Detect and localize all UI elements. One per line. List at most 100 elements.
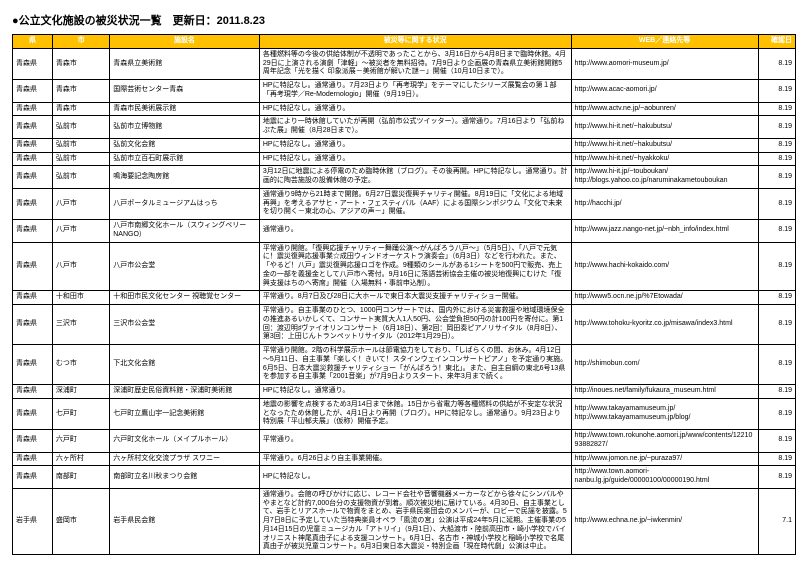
cell-status: 地震の影響を点検するため3月14日まで休館。15日から省電力等各種燃料の供給が不… xyxy=(259,398,571,429)
cell-pref: 青森県 xyxy=(13,385,53,399)
col-header-pref: 県 xyxy=(13,35,53,49)
cell-city: むつ市 xyxy=(52,345,109,385)
cell-pref: 青森県 xyxy=(13,430,53,453)
cell-city: 八戸市 xyxy=(52,188,109,219)
cell-status: 平常通り。自主事業のひとつ、1000円コンサートでは、国内外における災害救援や地… xyxy=(259,305,571,345)
cell-pref: 青森県 xyxy=(13,291,53,305)
cell-facility: 六戸町文化ホール（メイプルホール） xyxy=(110,430,260,453)
cell-date: 8.19 xyxy=(758,291,795,305)
col-header-url: WEB／連絡先等 xyxy=(571,35,758,49)
table-row: 青森県むつ市下北文化会館平常通り開館。2階の科学展示ホールは節電協力をしており、… xyxy=(13,345,796,385)
cell-city: 青森市 xyxy=(52,102,109,116)
cell-url: http://shimobun.com/ xyxy=(571,345,758,385)
table-row: 青森県八戸市八戸市公会堂平常通り開館。「復興応援チャリティー舞踊公演～がんばろう… xyxy=(13,242,796,291)
document-title: ●公立文化施設の被災状況一覧 更新日：2011.8.23 xyxy=(12,12,796,28)
table-row: 青森県青森市青森市民美術展示館HPに特記なし。通常通り。http://www.a… xyxy=(13,102,796,116)
cell-status: 平常通り開館。「復興応援チャリティー舞踊公演～がんばろう八戸～」（5月5日）、「… xyxy=(259,242,571,291)
cell-city: 深浦町 xyxy=(52,385,109,399)
cell-facility: 弘前文化会館 xyxy=(110,138,260,152)
cell-pref: 青森県 xyxy=(13,305,53,345)
cell-url: http://www5.ocn.ne.jp/%7Etowada/ xyxy=(571,291,758,305)
cell-date: 8.19 xyxy=(758,385,795,399)
table-row: 岩手県盛岡市岩手県民会館通常通り。会館の呼びかけに応じ、レコード会社や音響機器メ… xyxy=(13,488,796,554)
cell-city: 盛岡市 xyxy=(52,488,109,554)
cell-city: 三沢市 xyxy=(52,305,109,345)
cell-status: 地震により一時休館していたが再開（弘前市公式ツイッター）。通常通り。7月16日よ… xyxy=(259,116,571,139)
cell-city: 弘前市 xyxy=(52,116,109,139)
table-row: 青森県三沢市三沢市公会堂平常通り。自主事業のひとつ、1000円コンサートでは、国… xyxy=(13,305,796,345)
cell-date: 8.19 xyxy=(758,152,795,166)
cell-pref: 青森県 xyxy=(13,345,53,385)
cell-city: 六戸町 xyxy=(52,430,109,453)
cell-city: 弘前市 xyxy=(52,166,109,189)
cell-date: 8.19 xyxy=(758,452,795,466)
table-row: 青森県南部町南部町立名川秋まつり会館HPに特記なし。http://www.tow… xyxy=(13,466,796,489)
cell-facility: 弘前市立百石町展示館 xyxy=(110,152,260,166)
cell-date: 8.19 xyxy=(758,220,795,243)
cell-url: http://www.town.rokunohe.aomori.jp/www/c… xyxy=(571,430,758,453)
cell-url: http://www.town.aomori-nanbu.lg.jp/guide… xyxy=(571,466,758,489)
cell-pref: 青森県 xyxy=(13,152,53,166)
cell-city: 青森市 xyxy=(52,80,109,103)
cell-city: 南部町 xyxy=(52,466,109,489)
cell-date: 8.19 xyxy=(758,102,795,116)
cell-date: 8.19 xyxy=(758,48,795,79)
cell-url: http://inoues.net/family/fukaura_museum.… xyxy=(571,385,758,399)
cell-url: http://www.hi-it.net/~hyakkoku/ xyxy=(571,152,758,166)
cell-status: 通常通り。会館の呼びかけに応じ、レコード会社や音響機器メーカーなどから徐々にシン… xyxy=(259,488,571,554)
table-row: 青森県六ヶ所村六ヶ所村文化交流プラザ スワニー平常通り。6月26日より自主事業開… xyxy=(13,452,796,466)
table-row: 青森県弘前市弘前市立百石町展示館HPに特記なし。通常通り。http://www.… xyxy=(13,152,796,166)
table-row: 青森県八戸市八戸ポータルミュージアムはっち通常通り9時から21時まで開館。6月2… xyxy=(13,188,796,219)
cell-pref: 青森県 xyxy=(13,102,53,116)
cell-facility: 七戸町立鷹山宇一記念美術館 xyxy=(110,398,260,429)
cell-status: 通常通り9時から21時まで開館。6月27日震災復興チャリティ開催。8月19日に「… xyxy=(259,188,571,219)
cell-status: HPに特記なし。通常通り。 xyxy=(259,102,571,116)
cell-url: http://www.actv.ne.jp/~aobunren/ xyxy=(571,102,758,116)
cell-date: 7.1 xyxy=(758,488,795,554)
cell-pref: 青森県 xyxy=(13,452,53,466)
cell-pref: 岩手県 xyxy=(13,488,53,554)
cell-date: 8.19 xyxy=(758,305,795,345)
table-row: 青森県八戸市八戸市南郷文化ホール（スウィングベリーNANGO）通常通り。http… xyxy=(13,220,796,243)
cell-status: 平常通り開館。2階の科学展示ホールは節電協力をしており、「しばらくの間、お休み。… xyxy=(259,345,571,385)
cell-status: 3月12日に地震による停電のため臨時休館（ブログ）。その後再開。HPに特記なし。… xyxy=(259,166,571,189)
cell-url: http://www.jomon.ne.jp/~puraza97/ xyxy=(571,452,758,466)
cell-facility: 十和田市民文化センター 視聴覚センター xyxy=(110,291,260,305)
cell-status: 平常通り。8月7日及び28日に大ホールで東日本大震災支援チャリティショー開催。 xyxy=(259,291,571,305)
col-header-facility: 施設名 xyxy=(110,35,260,49)
cell-facility: 青森市民美術展示館 xyxy=(110,102,260,116)
cell-facility: 下北文化会館 xyxy=(110,345,260,385)
cell-pref: 青森県 xyxy=(13,242,53,291)
cell-status: HPに特記なし。通常通り。 xyxy=(259,152,571,166)
col-header-status: 被災等に関する状況 xyxy=(259,35,571,49)
cell-url: http://www.hi-it.net/~hakubutsu/ xyxy=(571,116,758,139)
cell-url: http://www.acac-aomori.jp/ xyxy=(571,80,758,103)
cell-facility: 国際芸術センター青森 xyxy=(110,80,260,103)
cell-city: 六ヶ所村 xyxy=(52,452,109,466)
cell-pref: 青森県 xyxy=(13,138,53,152)
cell-city: 七戸町 xyxy=(52,398,109,429)
cell-pref: 青森県 xyxy=(13,80,53,103)
cell-facility: 三沢市公会堂 xyxy=(110,305,260,345)
cell-date: 8.19 xyxy=(758,138,795,152)
damage-status-table: 県 市 施設名 被災等に関する状況 WEB／連絡先等 確認日 青森県青森市青森県… xyxy=(12,34,796,555)
cell-status: HPに特記なし。通常通り。 xyxy=(259,385,571,399)
cell-status: 各種燃料等の今後の供給体制が不透明であったことから、3月16日から4月8日まで臨… xyxy=(259,48,571,79)
cell-date: 8.19 xyxy=(758,116,795,139)
cell-status: HPに特記なし。通常通り。7月23日より「再考現学」をテーマにしたシリーズ展覧会… xyxy=(259,80,571,103)
cell-url: http://www.hi-it.net/~hakubutsu/ xyxy=(571,138,758,152)
cell-date: 8.19 xyxy=(758,242,795,291)
cell-facility: 南部町立名川秋まつり会館 xyxy=(110,466,260,489)
cell-pref: 青森県 xyxy=(13,188,53,219)
cell-status: 平常通り。 xyxy=(259,430,571,453)
cell-facility: 深浦町歴史民俗資料館・深浦町美術館 xyxy=(110,385,260,399)
cell-city: 八戸市 xyxy=(52,220,109,243)
cell-status: 通常通り。 xyxy=(259,220,571,243)
table-row: 青森県七戸町七戸町立鷹山宇一記念美術館地震の影響を点検するため3月14日まで休館… xyxy=(13,398,796,429)
cell-city: 青森市 xyxy=(52,48,109,79)
table-row: 青森県青森市青森県立美術館各種燃料等の今後の供給体制が不透明であったことから、3… xyxy=(13,48,796,79)
header-row: 県 市 施設名 被災等に関する状況 WEB／連絡先等 確認日 xyxy=(13,35,796,49)
table-row: 青森県青森市国際芸術センター青森HPに特記なし。通常通り。7月23日より「再考現… xyxy=(13,80,796,103)
cell-status: 平常通り。6月26日より自主事業開催。 xyxy=(259,452,571,466)
cell-date: 8.19 xyxy=(758,188,795,219)
